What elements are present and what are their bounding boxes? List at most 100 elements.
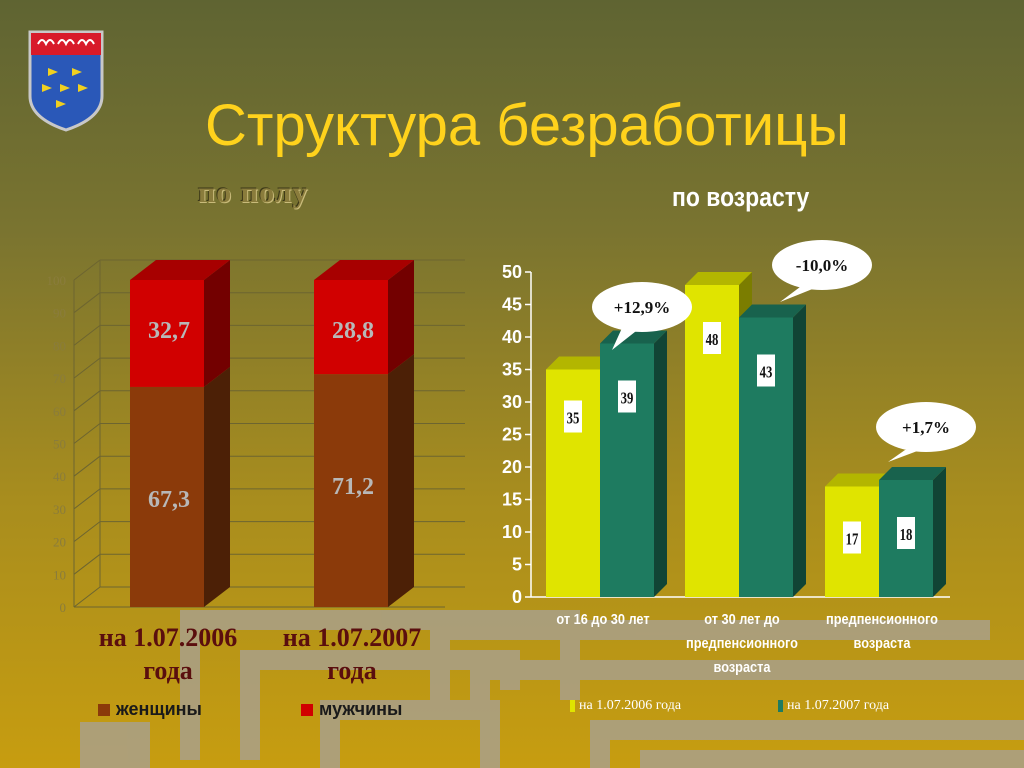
bar-value-label: 17 <box>846 531 859 549</box>
callout-tail <box>612 328 640 350</box>
left-y-tick-label: 0 <box>60 600 67 615</box>
bar-men-1-side <box>388 260 414 375</box>
left-gridline-side <box>73 488 101 510</box>
legend-item-2006: на 1.07.2006 года <box>570 698 681 714</box>
right-y-tick-label: 30 <box>502 392 522 412</box>
callout-bubble <box>772 240 872 290</box>
bar-value-box <box>564 400 582 433</box>
left-gridline-side <box>73 586 101 608</box>
bar-age-1-2-top <box>879 467 946 480</box>
bar-age-0-2-top <box>825 473 892 487</box>
callout-label: +1,7% <box>902 418 950 437</box>
bar-women-0-side <box>204 366 230 607</box>
bar-value-label: 32,7 <box>148 318 190 344</box>
left-y-tick-label: 40 <box>53 469 66 484</box>
left-y-tick-label: 80 <box>53 338 66 353</box>
legend-item-2007: на 1.07.2007 года <box>778 698 889 714</box>
bar-women-0-front <box>130 386 204 607</box>
left-y-tick-label: 50 <box>53 437 66 452</box>
legend-label-2006: на 1.07.2006 года <box>579 698 682 713</box>
right-y-tick-label: 20 <box>502 457 522 477</box>
right-y-tick-label: 0 <box>512 587 522 607</box>
left-y-tick-label: 30 <box>53 502 66 517</box>
legend-label-women: женщины <box>116 699 202 719</box>
left-gridline-side <box>73 521 101 542</box>
bar-men-0-top <box>130 260 230 280</box>
left-y-tick-label: 20 <box>53 535 66 550</box>
legend-swatch-2007 <box>778 699 783 712</box>
left-gridline-side <box>73 325 101 346</box>
callout-bubble <box>592 282 692 332</box>
left-x-tick-label: года <box>327 656 377 685</box>
left-y-tick-label: 70 <box>53 371 66 386</box>
bar-men-1-front <box>314 280 388 375</box>
right-x-tick-label: от 30 лет до <box>704 610 779 627</box>
right-y-tick-label: 35 <box>502 360 522 380</box>
right-x-tick-label: возраста <box>854 634 911 651</box>
callout-tail <box>888 450 920 462</box>
legend-item-men: мужчины <box>301 699 402 720</box>
left-y-tick-label: 60 <box>53 404 66 419</box>
left-gridline-side <box>73 423 101 444</box>
right-y-tick-label: 15 <box>502 490 522 510</box>
right-y-tick-label: 40 <box>502 327 522 347</box>
legend-swatch-2006 <box>570 699 575 712</box>
left-gridline-side <box>73 357 101 379</box>
subtitle-by-gender: по полу <box>198 176 309 209</box>
callout-label: +12,9% <box>614 298 670 317</box>
left-gridline-side <box>73 455 101 477</box>
right-x-tick-label: от 16 до 30 лет <box>556 610 649 627</box>
callout-tail <box>780 287 815 302</box>
left-x-tick-label: на 1.07.2006 <box>99 623 237 652</box>
bar-age-0-0-top <box>546 356 613 370</box>
callout-bubble <box>876 402 976 452</box>
bar-value-label: 71,2 <box>332 474 374 500</box>
bar-value-label: 28,8 <box>332 318 374 344</box>
bar-value-label: 48 <box>706 331 719 349</box>
left-y-tick-label: 10 <box>53 567 66 582</box>
bar-age-1-1-side <box>793 304 806 597</box>
bar-women-1-front <box>314 374 388 607</box>
right-y-tick-label: 45 <box>502 295 522 315</box>
bar-value-box <box>897 517 915 549</box>
bar-value-label: 43 <box>760 364 773 382</box>
bar-value-box <box>703 322 721 354</box>
callout-label: -10,0% <box>796 256 848 275</box>
right-x-tick-label: предпенсионного <box>826 610 938 627</box>
legend-swatch-women <box>98 704 110 717</box>
bar-men-1-top <box>314 260 414 280</box>
right-y-tick-label: 50 <box>502 262 522 282</box>
legend-label-2007: на 1.07.2007 года <box>787 698 890 713</box>
bar-value-label: 18 <box>900 526 913 544</box>
left-x-tick-label: на 1.07.2007 <box>283 623 421 652</box>
bar-men-0-front <box>130 280 204 387</box>
legend-label-men: мужчины <box>319 699 403 719</box>
bar-age-1-1-top <box>739 304 806 318</box>
left-y-tick-label: 100 <box>47 273 67 288</box>
bar-value-box <box>843 521 861 554</box>
bar-age-1-0-side <box>654 330 667 597</box>
left-gridline-side <box>73 553 101 575</box>
left-gridline-side <box>73 292 101 314</box>
right-y-tick-label: 25 <box>502 425 522 445</box>
bar-value-label: 67,3 <box>148 487 190 513</box>
left-gridline-side <box>73 259 101 281</box>
left-x-tick-label: года <box>143 656 193 685</box>
bar-value-box <box>757 354 775 387</box>
bar-women-1-side <box>388 354 414 607</box>
right-y-tick-label: 10 <box>502 522 522 542</box>
bar-men-0-side <box>204 260 230 387</box>
right-x-tick-label: предпенсионного <box>686 634 798 651</box>
slide-title: Структура безработицы <box>205 93 850 158</box>
subtitle-by-age: по возрасту <box>672 182 810 212</box>
bar-age-1-2-side <box>933 467 946 597</box>
bar-value-box <box>618 380 636 413</box>
bar-value-label: 35 <box>567 410 580 428</box>
right-y-tick-label: 5 <box>512 555 522 575</box>
bar-age-0-1-top <box>685 272 752 285</box>
right-x-tick-label: возраста <box>714 658 771 675</box>
bar-value-label: 39 <box>621 390 634 408</box>
